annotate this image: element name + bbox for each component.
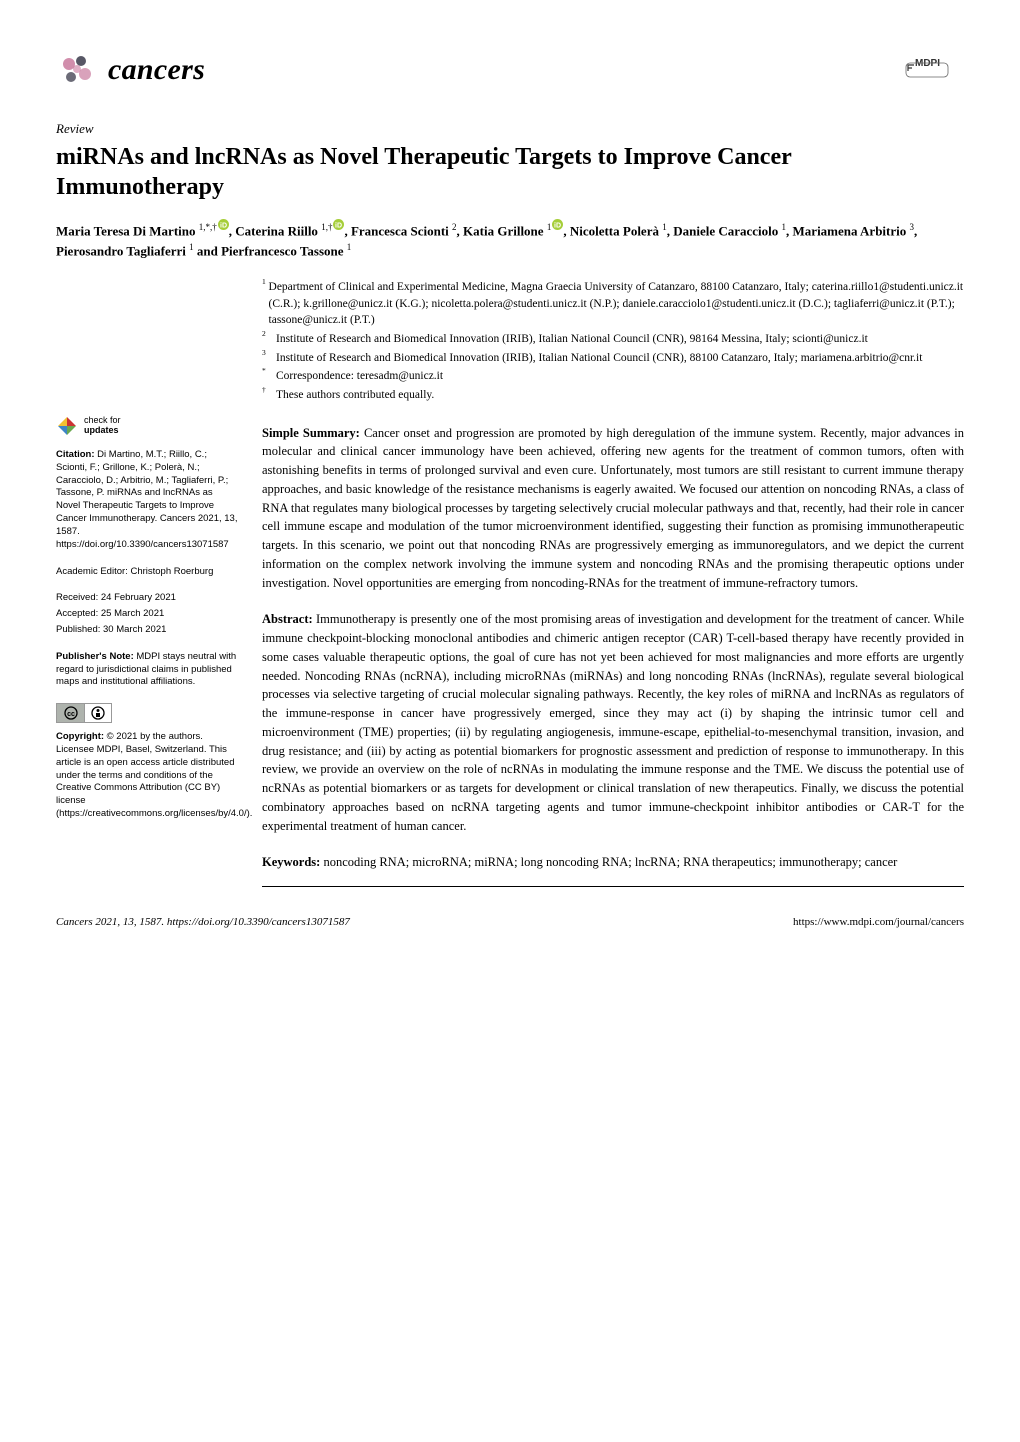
affiliation-marker: † [262,385,276,402]
published-date: 30 March 2021 [103,624,166,635]
citation-block: Citation: Di Martino, M.T.; Riillo, C.; … [56,449,238,552]
authors-line: Maria Teresa Di Martino 1,*,†iD, Caterin… [56,216,964,261]
citation-text: Di Martino, M.T.; Riillo, C.; Scionti, F… [56,449,237,550]
keywords-text: noncoding RNA; microRNA; miRNA; long non… [323,855,897,869]
affiliation-item: 1Department of Clinical and Experimental… [276,279,964,329]
cc-by-icon [84,703,112,723]
received-label: Received: [56,592,98,603]
footer-citation: Cancers 2021, 13, 1587. https://doi.org/… [56,915,350,931]
journal-logo-icon [56,49,98,91]
affiliation-text: Department of Clinical and Experimental … [269,279,964,329]
keywords-block: Keywords: noncoding RNA; microRNA; miRNA… [262,853,964,872]
received-date: 24 February 2021 [101,592,176,603]
footer-journal-url: https://www.mdpi.com/journal/cancers [793,915,964,931]
editor-block: Academic Editor: Christoph Roerburg [56,566,238,579]
header-row: cancers MDPI [56,48,964,92]
accepted-label: Accepted: [56,608,98,619]
editor-name: Christoph Roerburg [130,566,213,577]
orcid-icon[interactable]: iD [218,216,229,227]
svg-text:MDPI: MDPI [915,58,940,69]
affiliation-marker: * [262,366,276,383]
article-title: miRNAs and lncRNAs as Novel Therapeutic … [56,142,964,202]
simple-summary-text: Cancer onset and progression are promote… [262,426,964,590]
copyright-text: © 2021 by the authors. Licensee MDPI, Ba… [56,731,252,819]
affiliation-text: Correspondence: teresadm@unicz.it [276,368,443,385]
accepted-date: 25 March 2021 [101,608,164,619]
copyright-block: Copyright: © 2021 by the authors. Licens… [56,731,238,821]
sidebar-column: check forupdates Citation: Di Martino, M… [56,279,238,899]
affiliation-marker: 1 [262,277,269,327]
divider-line [262,886,964,887]
journal-brand: cancers [56,48,205,92]
affiliations-list: 1Department of Clinical and Experimental… [262,279,964,404]
cc-license-badge[interactable]: cc [56,703,238,723]
check-updates-badge[interactable]: check forupdates [56,415,238,437]
affiliation-marker: 2 [262,329,276,346]
dates-block: Received: 24 February 2021 Accepted: 25 … [56,592,238,636]
svg-text:iD: iD [335,223,342,230]
editor-label: Academic Editor: [56,566,128,577]
simple-summary-block: Simple Summary: Cancer onset and progres… [262,424,964,593]
orcid-icon[interactable]: iD [552,216,563,227]
affiliation-item: 2Institute of Research and Biomedical In… [276,331,964,348]
citation-label: Citation: [56,449,95,460]
check-updates-icon [56,415,78,437]
affiliation-marker: 3 [262,348,276,365]
svg-text:iD: iD [220,223,227,230]
journal-name: cancers [108,48,205,92]
affiliation-item: 3Institute of Research and Biomedical In… [276,350,964,367]
affiliation-item: †These authors contributed equally. [276,387,964,404]
affiliation-text: Institute of Research and Biomedical Inn… [276,350,922,367]
keywords-label: Keywords: [262,855,320,869]
abstract-text: Immunotherapy is presently one of the mo… [262,612,964,832]
affiliation-text: Institute of Research and Biomedical Inn… [276,331,868,348]
cc-logo-icon: cc [56,703,84,723]
main-column: 1Department of Clinical and Experimental… [262,279,964,899]
publishers-note-block: Publisher's Note: MDPI stays neutral wit… [56,651,238,689]
published-label: Published: [56,624,100,635]
simple-summary-label: Simple Summary: [262,426,360,440]
page-footer: Cancers 2021, 13, 1587. https://doi.org/… [56,907,964,931]
svg-text:iD: iD [554,223,561,230]
affiliation-text: These authors contributed equally. [276,387,434,404]
orcid-icon[interactable]: iD [333,216,344,227]
abstract-block: Abstract: Immunotherapy is presently one… [262,610,964,835]
affiliation-item: *Correspondence: teresadm@unicz.it [276,368,964,385]
abstract-label: Abstract: [262,612,313,626]
svg-text:cc: cc [67,711,75,718]
article-type: Review [56,120,964,139]
copyright-label: Copyright: [56,731,104,742]
publisher-logo-icon: MDPI [902,49,964,91]
publishers-note-label: Publisher's Note: [56,651,134,662]
check-updates-label: check forupdates [84,416,121,436]
